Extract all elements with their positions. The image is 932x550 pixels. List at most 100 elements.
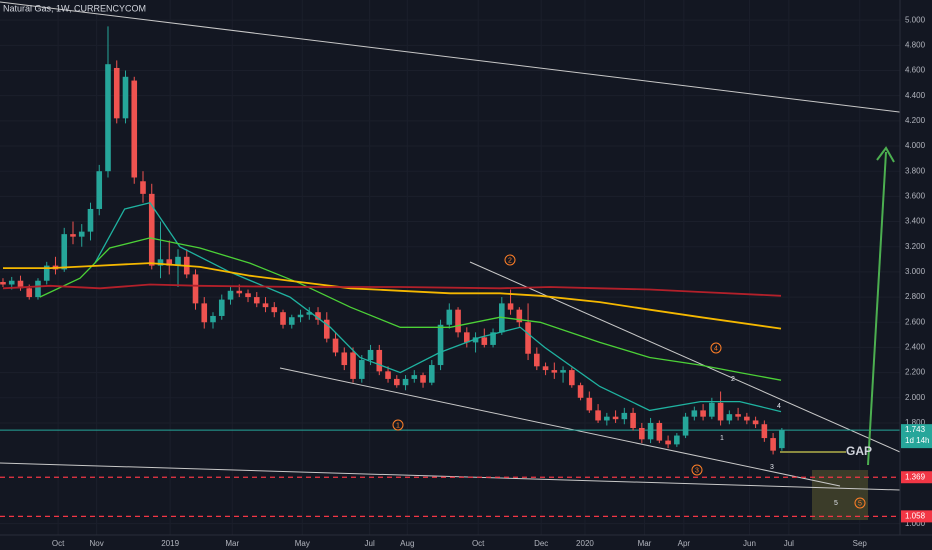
candle-body <box>166 259 173 266</box>
y-tick-label: 3.400 <box>905 217 926 226</box>
x-tick-label: Jun <box>743 539 756 548</box>
candle-body <box>481 337 488 345</box>
candle-body <box>534 353 540 367</box>
arrow <box>867 151 887 466</box>
x-tick-label: Mar <box>638 539 652 548</box>
candle-body <box>218 299 225 316</box>
candle-body <box>507 303 514 310</box>
candle-body <box>367 349 374 361</box>
trend-line <box>0 1 932 117</box>
wave-circle <box>710 342 722 354</box>
candle-body <box>604 416 610 421</box>
y-tick-label: 1.800 <box>905 418 926 427</box>
candle-body <box>420 375 426 383</box>
wave-label: 5 <box>834 500 838 507</box>
y-tick-label: 2.200 <box>905 368 926 377</box>
candle-body <box>113 67 120 119</box>
candle-body <box>131 80 138 178</box>
trend-line <box>0 462 901 491</box>
candle-body <box>779 430 785 449</box>
x-tick-label: Jul <box>784 539 794 548</box>
candle-body <box>516 309 523 323</box>
trend-line <box>279 367 841 487</box>
candle-body <box>428 365 435 383</box>
candle-body <box>525 322 531 354</box>
candle-body <box>665 440 671 445</box>
candle-body <box>446 309 453 325</box>
candle-body <box>761 424 768 439</box>
candle-body <box>175 256 181 266</box>
y-tick-label: 2.800 <box>905 292 926 301</box>
candle-body <box>393 378 400 386</box>
candle-body <box>595 410 601 421</box>
y-tick-label: 2.600 <box>905 317 926 326</box>
candle-body <box>376 349 383 372</box>
candle-body <box>612 416 619 420</box>
candle-body <box>0 281 6 285</box>
countdown-label: 1d 14h <box>905 436 929 445</box>
candle-body <box>569 370 575 386</box>
moving-average <box>94 201 782 413</box>
price-axis <box>900 0 932 550</box>
candle-body <box>411 375 418 379</box>
moving-average <box>39 237 782 381</box>
candle-body <box>105 64 111 172</box>
wave-label: 1 <box>720 435 724 442</box>
candle-body <box>61 234 68 270</box>
x-tick-label: Apr <box>678 539 691 548</box>
candle-body <box>586 397 593 411</box>
candle-body <box>96 171 103 209</box>
moving-average <box>3 262 782 330</box>
candle-body <box>122 76 129 119</box>
candle-body <box>656 422 663 441</box>
wave-circle <box>691 464 703 476</box>
axis-labels: 1.000 1.800 2.000 2.200 2.400 2.600 2.800 3.000… <box>52 15 932 548</box>
arrow-head <box>876 146 895 163</box>
candle-body <box>157 259 164 266</box>
candle-body <box>630 412 636 428</box>
y-tick-label: 3.200 <box>905 242 926 251</box>
candle-body <box>744 416 750 421</box>
candle-body <box>35 280 41 298</box>
candle-body <box>717 402 724 421</box>
wave-circle <box>392 419 404 431</box>
candle-body <box>621 412 628 420</box>
x-tick-label: May <box>295 539 310 548</box>
moving-average <box>2 283 782 297</box>
candle-body <box>577 385 584 398</box>
candle-body <box>262 303 269 308</box>
candle-body <box>358 360 365 379</box>
chart-title: Natural Gas, 1W, CURRENCYCOM <box>3 3 146 13</box>
candle-body <box>288 317 295 325</box>
candle-body <box>752 420 759 425</box>
candle-body <box>253 297 260 304</box>
x-tick-label: Mar <box>225 539 239 548</box>
moving-averages <box>2 201 782 413</box>
candle-body <box>271 307 278 313</box>
candle-body <box>236 290 243 294</box>
y-tick-label: 5.000 <box>905 15 926 24</box>
candle-body <box>306 312 313 315</box>
drawings: GAP <box>846 146 895 466</box>
levels <box>0 429 900 517</box>
candle-body <box>385 371 391 379</box>
candle-body <box>437 324 444 366</box>
gap-box <box>812 470 868 520</box>
candle-body <box>682 416 689 436</box>
wave-label: 3 <box>695 467 699 474</box>
x-tick-label: Jul <box>365 539 375 548</box>
candle-body <box>647 422 654 440</box>
last-price-box <box>901 424 932 449</box>
candle-body <box>87 208 94 232</box>
candle-body <box>323 319 330 339</box>
wave-label: 1 <box>396 422 400 429</box>
gap-label: GAP <box>846 444 872 458</box>
candle-body <box>674 435 680 445</box>
candle-body <box>402 378 409 386</box>
y-tick-label: 1.000 <box>905 519 926 528</box>
x-tick-label: Oct <box>472 539 485 548</box>
level-label-box <box>901 510 932 523</box>
candle-body <box>227 290 234 300</box>
